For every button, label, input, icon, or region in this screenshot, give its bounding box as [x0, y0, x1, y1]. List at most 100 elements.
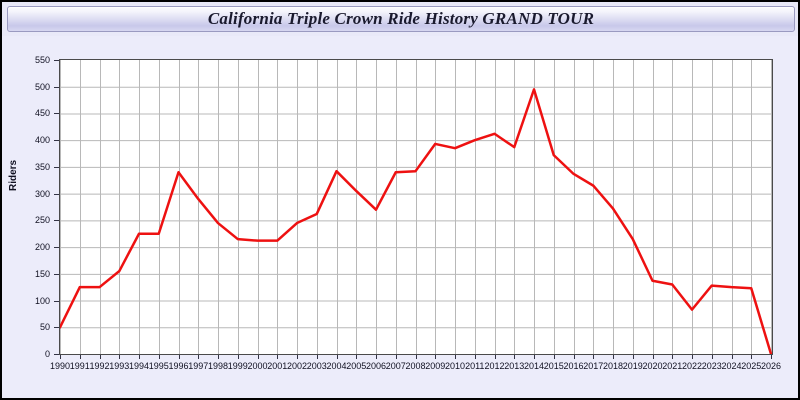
y-tick-mark	[54, 247, 59, 249]
x-tick-label: 1998	[207, 361, 229, 371]
x-tick-label: 1996	[168, 361, 189, 371]
x-tick-label: 2019	[622, 361, 643, 371]
x-tick-mark	[396, 355, 397, 359]
x-tick-label: 1991	[69, 361, 90, 371]
y-tick-mark	[54, 166, 59, 168]
x-tick-mark	[534, 355, 535, 359]
y-tick-mark	[54, 300, 59, 302]
x-tick-label: 2022	[681, 361, 703, 371]
y-tick-label: 200	[34, 242, 50, 253]
x-tick-mark	[574, 355, 575, 359]
x-tick-mark	[376, 355, 377, 359]
x-tick-mark	[416, 355, 417, 359]
x-tick-label: 2018	[602, 361, 624, 371]
x-tick-label: 2017	[583, 361, 604, 371]
x-tick-label: 2005	[346, 361, 367, 371]
y-tick-label: 0	[44, 349, 50, 359]
x-tick-mark	[258, 355, 259, 359]
x-tick-mark	[119, 355, 120, 359]
y-tick-label: 400	[34, 135, 50, 146]
y-tick-label: 350	[34, 161, 50, 172]
y-tick-mark	[54, 113, 59, 115]
x-tick-label: 2000	[247, 361, 268, 371]
x-tick-mark	[317, 355, 318, 359]
plot-area	[59, 59, 773, 355]
x-tick-mark	[712, 355, 713, 359]
x-tick-mark	[100, 355, 101, 359]
y-tick-mark	[54, 193, 59, 195]
x-tick-mark	[653, 355, 654, 359]
x-tick-mark	[337, 355, 338, 359]
x-tick-mark	[435, 355, 436, 359]
x-tick-label: 1993	[109, 361, 130, 371]
x-tick-mark	[198, 355, 199, 359]
x-tick-mark	[60, 355, 61, 359]
y-tick-mark	[54, 140, 59, 142]
x-tick-label: 2014	[523, 361, 545, 371]
x-tick-mark	[80, 355, 81, 359]
riders-line-series	[60, 88, 772, 354]
x-tick-mark	[297, 355, 298, 359]
x-tick-mark	[455, 355, 456, 359]
x-tick-label: 2013	[504, 361, 525, 371]
x-tick-label: 2021	[662, 361, 683, 371]
x-tick-mark	[514, 355, 515, 359]
page-title: California Triple Crown Ride History GRA…	[207, 9, 595, 28]
y-tick-mark	[54, 354, 59, 355]
x-tick-mark	[771, 355, 772, 359]
y-tick-label: 250	[34, 215, 50, 226]
x-tick-mark	[692, 355, 693, 359]
y-tick-label: 500	[34, 81, 50, 92]
x-tick-mark	[495, 355, 496, 359]
x-tick-label: 2012	[484, 361, 505, 371]
y-tick-mark	[54, 60, 59, 61]
x-tick-mark	[238, 355, 239, 359]
y-tick-label: 50	[39, 322, 50, 333]
x-tick-label: 2009	[425, 361, 446, 371]
y-tick-mark	[54, 86, 59, 88]
x-tick-mark	[751, 355, 752, 359]
x-tick-label: 1997	[188, 361, 209, 371]
x-tick-label: 2020	[642, 361, 663, 371]
x-tick-mark	[277, 355, 278, 359]
x-tick-mark	[159, 355, 160, 359]
x-tick-label: 2011	[465, 361, 485, 371]
x-tick-mark	[139, 355, 140, 359]
x-tick-label: 2003	[306, 361, 327, 371]
chart-panel: Riders 0 50 100 150 200 250 300 350 400 450 500 550…	[2, 36, 798, 398]
x-tick-mark	[613, 355, 614, 359]
x-tick-label: 2015	[543, 361, 564, 371]
grid-lines	[60, 60, 772, 354]
x-tick-label: 1992	[89, 361, 110, 371]
x-tick-mark	[356, 355, 357, 359]
x-tick-mark	[179, 355, 180, 359]
x-tick-mark	[554, 355, 555, 359]
x-tick-label: 1999	[227, 361, 248, 371]
x-tick-mark	[672, 355, 673, 359]
y-tick-mark	[54, 220, 59, 222]
y-tick-label: 150	[34, 268, 50, 279]
x-tick-label: 1994	[128, 361, 150, 371]
x-tick-mark	[475, 355, 476, 359]
x-tick-label: 2008	[405, 361, 426, 371]
x-tick-label: 2016	[563, 361, 584, 371]
x-tick-mark	[593, 355, 594, 359]
x-tick-label: 2026	[760, 361, 782, 371]
window-title-bar: California Triple Crown Ride History GRA…	[7, 6, 795, 32]
x-tick-label: 2004	[326, 361, 347, 371]
x-tick-label: 2001	[267, 361, 288, 371]
x-tick-label: 1990	[49, 361, 71, 371]
x-tick-label: 2025	[741, 361, 762, 371]
y-tick-label: 300	[34, 188, 50, 199]
x-tick-label: 2006	[365, 361, 387, 371]
y-tick-mark	[54, 273, 59, 275]
x-tick-label: 2002	[286, 361, 308, 371]
x-tick-label: 2010	[444, 361, 466, 371]
x-tick-label: 2007	[385, 361, 406, 371]
x-tick-label: 1995	[148, 361, 169, 371]
x-tick-mark	[633, 355, 634, 359]
y-tick-mark	[54, 327, 59, 329]
x-tick-label: 2024	[721, 361, 742, 371]
x-tick-mark	[732, 355, 733, 359]
